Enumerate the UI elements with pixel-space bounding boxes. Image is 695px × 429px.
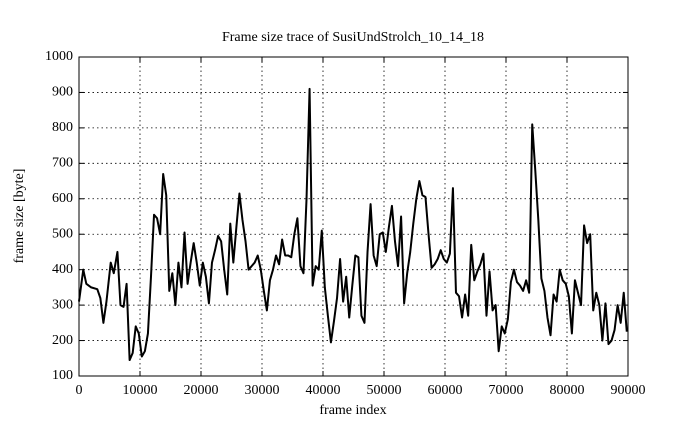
x-tick-label: 10000 (123, 383, 158, 398)
x-tick-label: 80000 (550, 383, 585, 398)
x-tick-label: 50000 (367, 383, 402, 398)
y-axis-label: frame size [byte] (12, 169, 27, 264)
x-tick-label: 20000 (184, 383, 219, 398)
y-tick-label: 700 (52, 156, 73, 171)
x-tick-label: 30000 (245, 383, 280, 398)
y-tick-label: 1000 (45, 49, 73, 64)
x-tick-label: 90000 (611, 383, 646, 398)
data-line (78, 87, 628, 362)
y-tick-label: 200 (52, 333, 73, 348)
x-tick-label: 0 (76, 383, 83, 398)
y-tick-label: 300 (52, 297, 73, 312)
y-tick-label: 500 (52, 226, 73, 241)
y-tick-label: 100 (52, 368, 73, 383)
x-tick-label: 40000 (306, 383, 341, 398)
y-tick-label: 600 (52, 191, 73, 206)
y-tick-label: 900 (52, 85, 73, 100)
y-tick-label: 400 (52, 262, 73, 277)
x-tick-label: 70000 (489, 383, 524, 398)
y-tick-label: 800 (52, 120, 73, 135)
x-tick-label: 60000 (428, 383, 463, 398)
x-axis-label: frame index (319, 403, 386, 418)
plot-frame (78, 56, 629, 377)
chart-title: Frame size trace of SusiUndStrolch_10_14… (222, 30, 484, 45)
